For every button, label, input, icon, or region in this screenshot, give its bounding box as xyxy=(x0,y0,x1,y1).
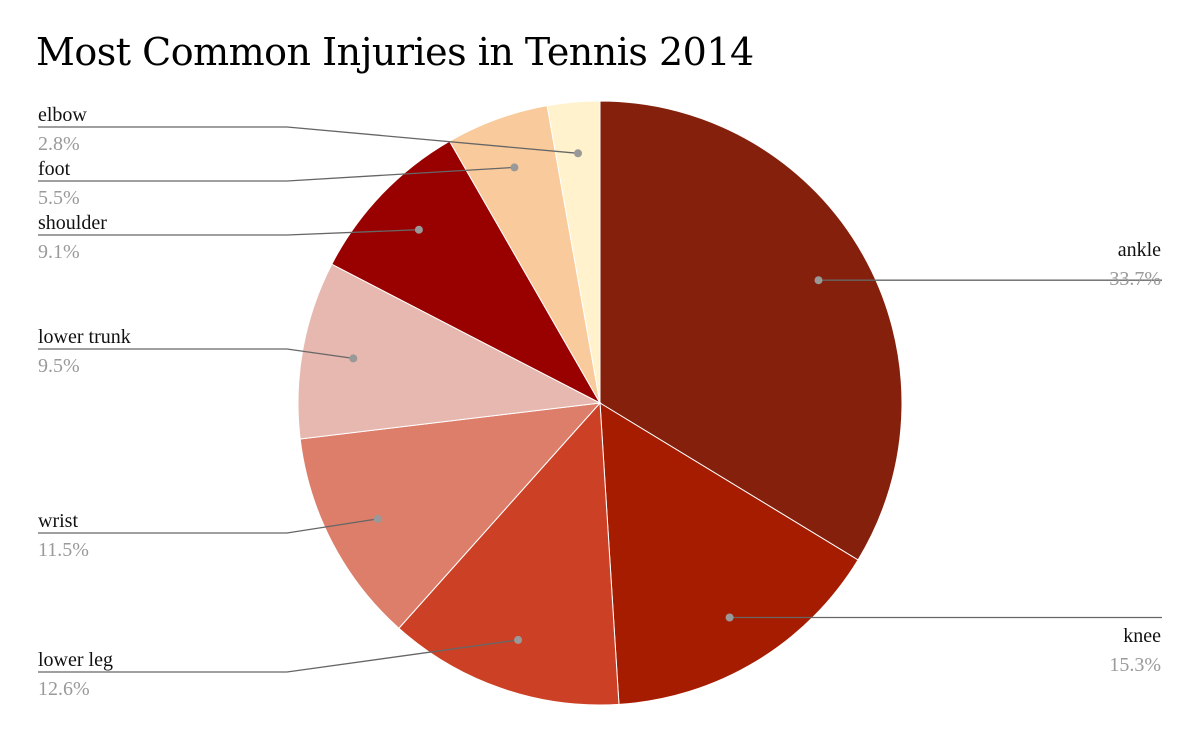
pie-slice-knee xyxy=(599,402,859,705)
leader-dot-shoulder xyxy=(414,225,423,234)
chart-title: Most Common Injuries in Tennis 2014 xyxy=(36,30,754,74)
label-lower-trunk: lower trunk xyxy=(38,326,131,348)
leader-line-foot xyxy=(38,166,515,182)
label-lower-leg: lower leg xyxy=(38,649,113,671)
pie-slices xyxy=(297,100,903,706)
pie-slice-shoulder xyxy=(331,140,602,405)
leader-dot-knee xyxy=(725,613,734,622)
pie-slice-lower-leg xyxy=(398,401,620,706)
leader-dot-foot xyxy=(510,163,519,172)
leader-dot-wrist xyxy=(373,514,382,523)
pie-slice-elbow xyxy=(546,100,601,404)
pie-slice-wrist xyxy=(299,402,602,629)
value-label-knee: 15.3% xyxy=(1109,654,1161,676)
pie-slice-lower-trunk xyxy=(297,263,602,440)
value-label-wrist: 11.5% xyxy=(38,539,89,561)
leader-dot-lower-leg xyxy=(514,635,523,644)
leader-line-shoulder xyxy=(38,229,419,236)
pie-labels: ankle 33.7% knee 15.3% lower leg 12.6% wrist 11… xyxy=(38,104,1162,700)
leader-dot-ankle xyxy=(814,276,823,285)
value-label-lower-trunk: 9.5% xyxy=(38,355,80,377)
value-label-shoulder: 9.1% xyxy=(38,241,80,263)
leader-line-lower-trunk xyxy=(38,348,354,360)
leader-line-wrist xyxy=(38,518,378,534)
leader-line-lower-leg xyxy=(38,639,519,673)
pie-slice-ankle xyxy=(599,100,903,561)
leader-line-elbow xyxy=(38,126,579,154)
label-shoulder: shoulder xyxy=(38,212,107,234)
label-elbow: elbow xyxy=(38,104,87,126)
label-foot: foot xyxy=(38,158,71,180)
value-label-lower-leg: 12.6% xyxy=(38,678,90,700)
value-label-elbow: 2.8% xyxy=(38,133,80,155)
leader-dot-lower-trunk xyxy=(349,354,358,363)
label-wrist: wrist xyxy=(38,510,78,532)
value-label-ankle: 33.7% xyxy=(1109,268,1161,290)
leader-dot-elbow xyxy=(574,149,582,158)
value-label-foot: 5.5% xyxy=(38,187,80,209)
label-knee: knee xyxy=(1123,625,1161,647)
label-ankle: ankle xyxy=(1118,239,1161,261)
